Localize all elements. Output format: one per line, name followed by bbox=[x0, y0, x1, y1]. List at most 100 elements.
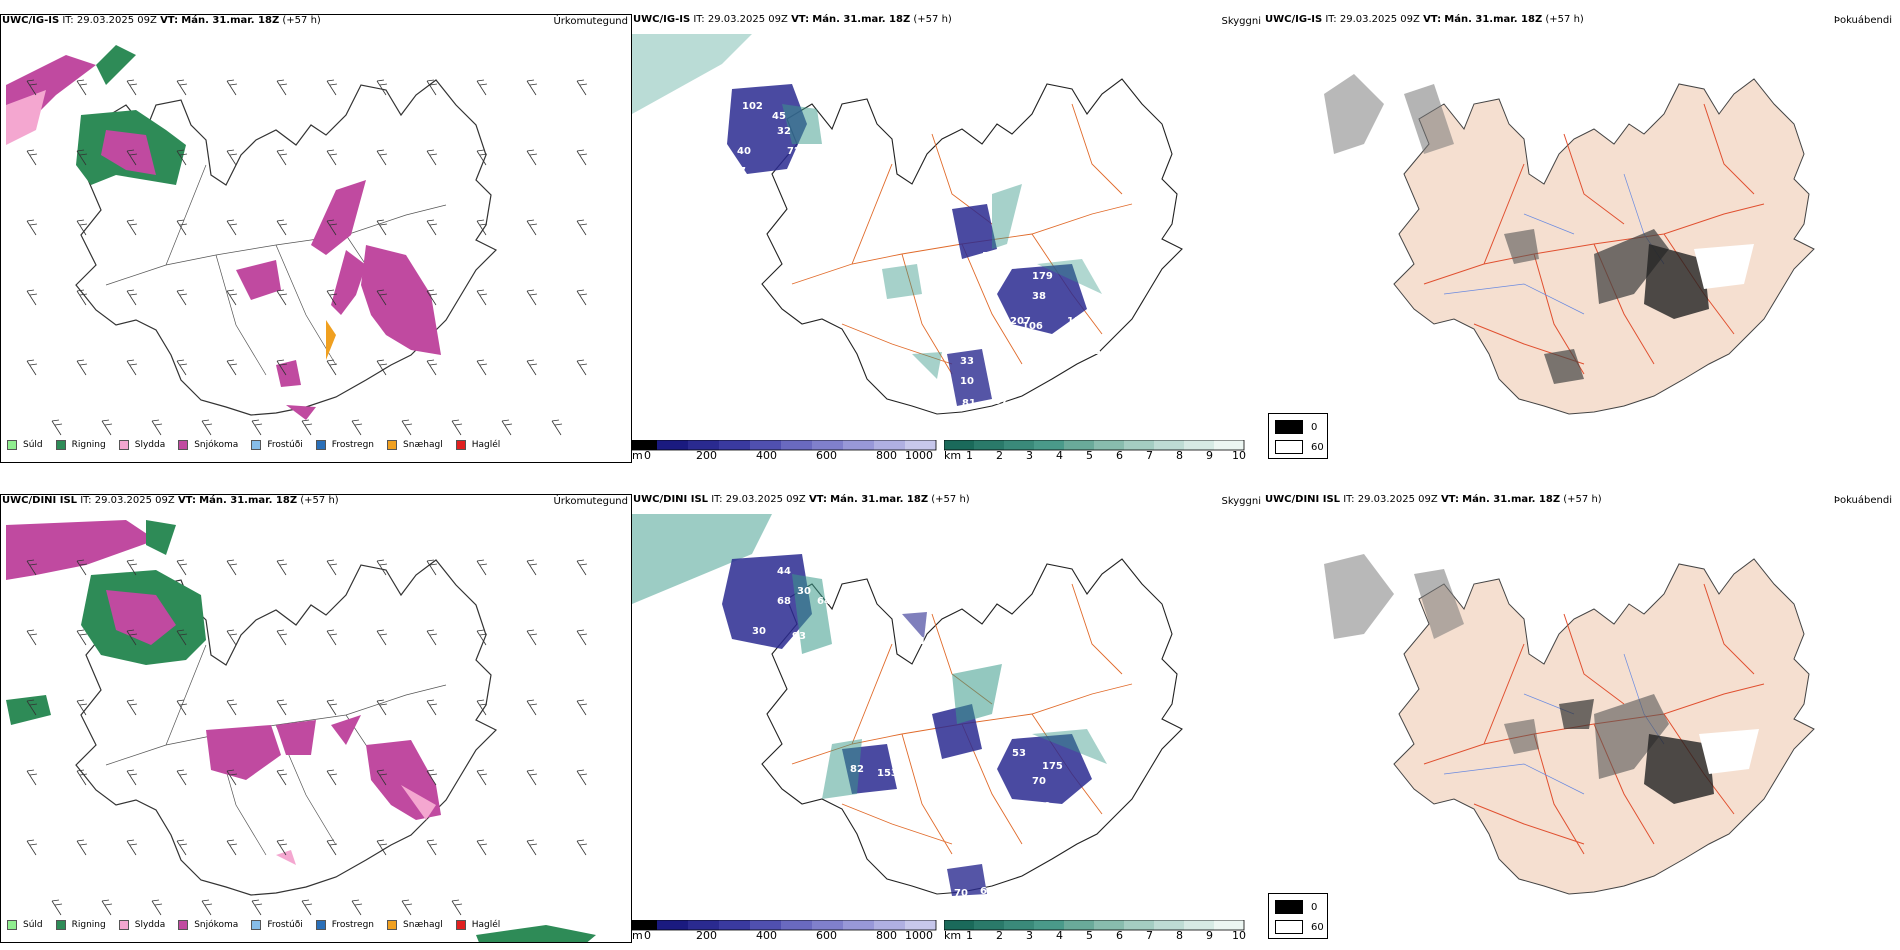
header-fog-2: UWC/DINI ISL IT: 29.03.2025 09Z VT: Mán.… bbox=[1265, 494, 1602, 505]
visibility-value-label: 38 bbox=[1032, 291, 1046, 302]
visibility-panel-1: 271 102 45 32 40 72 77 13 24 71 507 26 179 38 207 133 10… bbox=[632, 14, 1264, 463]
visibility-value-label: 47 bbox=[807, 541, 821, 552]
visibility-value-label: 77 bbox=[732, 166, 746, 177]
visibility-value-label: 43 bbox=[1087, 346, 1101, 357]
visibility-value-label: 30 bbox=[752, 626, 766, 637]
precip-type-panel-2: UWC/DINI ISL IT: 29.03.2025 09Z VT: Mán.… bbox=[0, 494, 632, 943]
legend-swatch-snjokoma bbox=[178, 920, 189, 930]
header-2: UWC/DINI ISL IT: 29.03.2025 09Z VT: Mán.… bbox=[2, 495, 339, 506]
visibility-value-label: 179 bbox=[1032, 271, 1053, 282]
visibility-value-label: 30 bbox=[797, 586, 811, 597]
legend-swatch-snaehagl bbox=[387, 440, 398, 450]
legend-swatch-sudd bbox=[7, 440, 17, 450]
legend-swatch-frostregn bbox=[315, 920, 326, 930]
fog-legend-swatch-light bbox=[1275, 440, 1303, 454]
legend-swatch-frostudi bbox=[251, 920, 262, 930]
visibility-value-label: 44 bbox=[777, 566, 791, 577]
precip-type-map-1 bbox=[6, 45, 588, 436]
precip-type-map-2 bbox=[6, 520, 596, 942]
fog-legend-2: 0 60 bbox=[1268, 893, 1328, 939]
header-vis-2: UWC/DINI ISL IT: 29.03.2025 09Z VT: Mán.… bbox=[633, 494, 970, 505]
visibility-labels-2: 47 44 30 68 103 93 30 64 112 364 75 53 175 82 153 70 69 6… bbox=[752, 541, 1101, 899]
visibility-value-label: 40 bbox=[737, 146, 751, 157]
visibility-value-label: 106 bbox=[1022, 321, 1043, 332]
visibility-map-1: 271 102 45 32 40 72 77 13 24 71 507 26 179 38 207 133 10… bbox=[632, 34, 1183, 415]
visibility-panel-2: 47 44 30 68 103 93 30 64 112 364 75 53 175 82 153 70 69 6… bbox=[632, 494, 1264, 943]
visibility-value-label: 112 bbox=[912, 636, 933, 647]
fog-panel-1: UWC/IG-IS IT: 29.03.2025 09Z VT: Mán. 31… bbox=[1264, 14, 1900, 463]
legend-swatch-rigning bbox=[55, 920, 66, 930]
visibility-labels-1: 271 102 45 32 40 72 77 13 24 71 507 26 179 38 207 133 10… bbox=[732, 71, 1111, 409]
precip-legend-1: Súld Rigning Slydda Snjókoma Frostúði Fr… bbox=[7, 440, 513, 450]
header-fog-1: UWC/IG-IS IT: 29.03.2025 09Z VT: Mán. 31… bbox=[1265, 14, 1584, 25]
visibility-value-label: 103 bbox=[832, 626, 853, 637]
visibility-value-label: 62 bbox=[1087, 816, 1101, 827]
panel-title-visibility-1: Skyggni bbox=[1221, 16, 1261, 27]
visibility-colorbar-2: km 1 2 3 4 5 6 7 8 9 10 bbox=[943, 917, 1256, 942]
fog-legend-1: 0 60 bbox=[1268, 413, 1328, 459]
legend-swatch-frostudi bbox=[251, 440, 262, 450]
fog-legend-swatch-light bbox=[1275, 920, 1303, 934]
legend-swatch-slydda bbox=[118, 920, 129, 930]
header-1: UWC/IG-IS IT: 29.03.2025 09Z VT: Mán. 31… bbox=[2, 15, 321, 26]
visibility-value-label: 507 bbox=[982, 251, 1003, 262]
visibility-value-label: 71 bbox=[952, 266, 966, 277]
panel-title-precip-1: Úrkomutegund bbox=[553, 16, 628, 27]
visibility-value-label: 68 bbox=[777, 596, 791, 607]
visibility-value-label: 75 bbox=[962, 756, 976, 767]
visibility-value-label: 16 bbox=[987, 361, 1001, 372]
panel-title-fog-1: Þokuábendi bbox=[1833, 15, 1892, 26]
panel-title-precip-2: Úrkomutegund bbox=[553, 496, 628, 507]
visibility-value-label: 207 bbox=[1010, 316, 1031, 327]
visibility-value-label: 72 bbox=[787, 146, 801, 157]
visibility-value-label: 70 bbox=[1032, 776, 1046, 787]
visibility-value-label: 24 bbox=[862, 271, 876, 282]
visibility-value-label: 66 bbox=[980, 886, 994, 897]
visibility-value-label: 82 bbox=[850, 764, 864, 775]
legend-swatch-sudd bbox=[7, 920, 17, 930]
visibility-value-label: 70 bbox=[954, 888, 968, 899]
visibility-value-label: 102 bbox=[742, 101, 763, 112]
legend-swatch-rigning bbox=[55, 440, 66, 450]
visibility-value-label: 81 bbox=[962, 398, 976, 409]
visibility-value-label: 364 bbox=[1010, 721, 1031, 732]
visibility-value-label: 33 bbox=[960, 356, 974, 367]
visibility-value-label: 53 bbox=[1012, 748, 1026, 759]
fog-map-1 bbox=[1324, 74, 1815, 415]
visibility-colorbar-graphic-1 bbox=[943, 439, 1245, 451]
fog-panel-2: UWC/DINI ISL IT: 29.03.2025 09Z VT: Mán.… bbox=[1264, 494, 1900, 943]
precip-legend-2: Súld Rigning Slydda Snjókoma Frostúði Fr… bbox=[7, 920, 513, 930]
visibility-value-label: 67 bbox=[994, 396, 1008, 407]
visibility-value-label: 10 bbox=[960, 376, 974, 387]
panel-title-visibility-2: Skyggni bbox=[1221, 496, 1261, 507]
legend-swatch-snaehagl bbox=[387, 920, 398, 930]
ceiling-colorbar-graphic-2 bbox=[632, 919, 937, 931]
ceiling-colorbar-2: m 0 200 400 600 800 1000 bbox=[632, 917, 942, 942]
visibility-value-label: 26 bbox=[992, 271, 1006, 282]
legend-swatch-haglel bbox=[455, 440, 466, 450]
legend-swatch-slydda bbox=[118, 440, 129, 450]
visibility-value-label: 64 bbox=[817, 596, 831, 607]
visibility-value-label: 93 bbox=[792, 631, 806, 642]
visibility-map-2: 47 44 30 68 103 93 30 64 112 364 75 53 175 82 153 70 69 6… bbox=[632, 514, 1183, 899]
fog-legend-swatch-dark bbox=[1275, 900, 1303, 914]
legend-swatch-snjokoma bbox=[178, 440, 189, 450]
visibility-colorbar-graphic-2 bbox=[943, 919, 1245, 931]
ceiling-colorbar-1: m 0 200 400 600 800 1000 bbox=[632, 437, 942, 462]
ceiling-colorbar-graphic-1 bbox=[632, 439, 937, 451]
visibility-value-label: 69 bbox=[1037, 801, 1051, 812]
visibility-value-label: 133 bbox=[1067, 316, 1088, 327]
visibility-value-label: 32 bbox=[777, 126, 791, 137]
fog-legend-swatch-dark bbox=[1275, 420, 1303, 434]
panel-title-fog-2: Þokuábendi bbox=[1833, 495, 1892, 506]
precip-type-panel-1: UWC/IG-IS IT: 29.03.2025 09Z VT: Mán. 31… bbox=[0, 14, 632, 463]
visibility-value-label: 175 bbox=[1042, 761, 1063, 772]
visibility-colorbar-1: km 1 2 3 4 5 6 7 8 9 10 bbox=[943, 437, 1256, 462]
visibility-value-label: 271 bbox=[762, 71, 783, 82]
visibility-value-label: 13 bbox=[842, 196, 856, 207]
legend-swatch-haglel bbox=[455, 920, 466, 930]
header-vis-1: UWC/IG-IS IT: 29.03.2025 09Z VT: Mán. 31… bbox=[633, 14, 952, 25]
legend-swatch-frostregn bbox=[315, 440, 326, 450]
visibility-value-label: 153 bbox=[877, 768, 898, 779]
fog-map-2 bbox=[1324, 554, 1815, 895]
